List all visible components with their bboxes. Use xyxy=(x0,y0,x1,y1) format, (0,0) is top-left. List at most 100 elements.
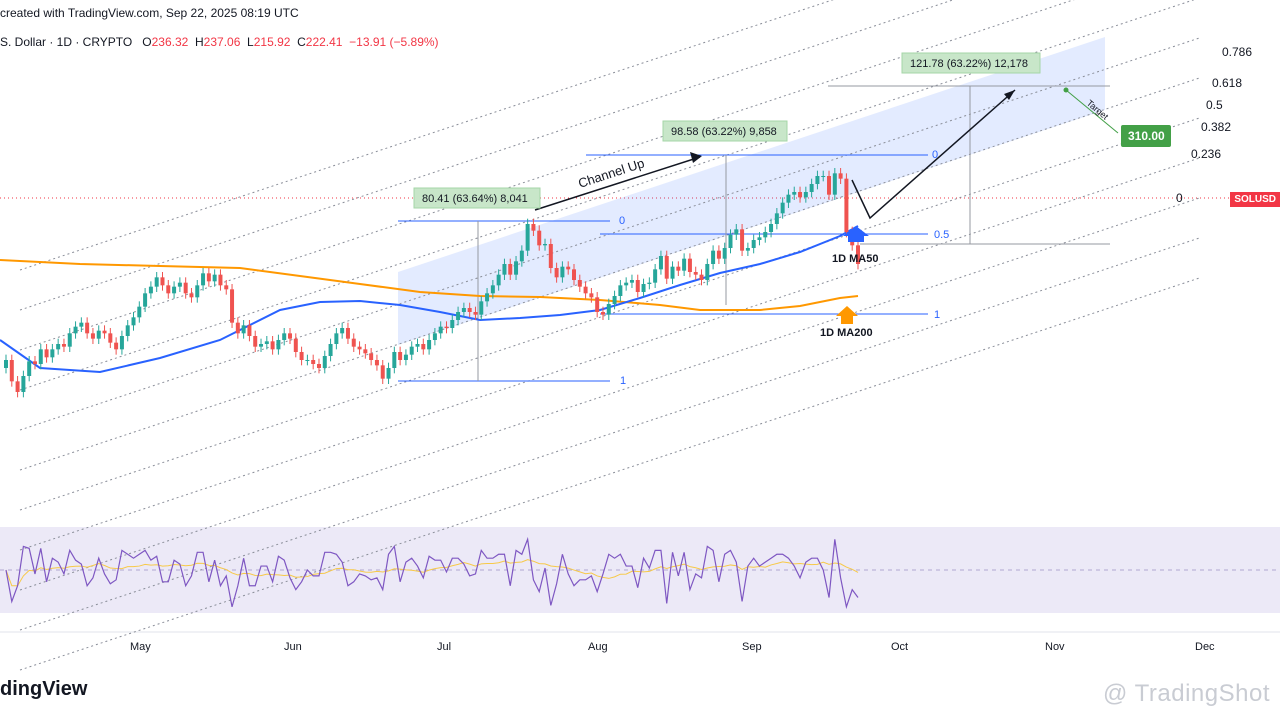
candle-body xyxy=(595,297,600,312)
candle-body xyxy=(502,264,507,275)
candle-body xyxy=(641,284,646,292)
target-line xyxy=(1065,89,1119,134)
candle-body xyxy=(316,364,321,368)
move3-box xyxy=(901,52,1041,74)
move2-box xyxy=(662,120,788,142)
channel-dotted-line xyxy=(19,0,1075,351)
candle-body xyxy=(647,282,652,284)
candle-body xyxy=(114,342,119,350)
projection-path xyxy=(851,89,1016,220)
fib2-one-label: 1 xyxy=(934,309,940,321)
brand-logo: dingView xyxy=(0,678,88,700)
candle-body xyxy=(351,338,356,347)
fib-level-label: 0.236 xyxy=(1191,147,1221,161)
candle-body xyxy=(774,213,779,224)
candle-body xyxy=(108,333,113,343)
x-tick-label: Aug xyxy=(588,641,608,653)
candle-body xyxy=(809,184,814,192)
candle-body xyxy=(374,360,379,366)
candle-body xyxy=(230,289,235,323)
fib2-zero-label: 0 xyxy=(932,149,938,161)
channel-arrowhead xyxy=(690,152,702,163)
change-value: −13.91 (−5.89%) xyxy=(349,35,439,49)
candle-body xyxy=(687,258,692,272)
candle-body xyxy=(363,349,368,354)
candle-body xyxy=(711,250,716,264)
candle-body xyxy=(827,176,832,195)
candle-body xyxy=(172,286,177,294)
candle-body xyxy=(386,368,391,379)
candle-body xyxy=(38,349,43,364)
x-tick-label: May xyxy=(130,641,151,653)
candle-body xyxy=(218,274,223,286)
candle-body xyxy=(201,273,206,286)
candle-body xyxy=(815,176,820,184)
candle-body xyxy=(728,234,733,248)
candle-body xyxy=(682,258,687,271)
candle-body xyxy=(322,356,327,368)
candle-body xyxy=(247,325,252,336)
candle-body xyxy=(148,286,153,294)
candles xyxy=(4,168,860,398)
candle-body xyxy=(119,336,124,350)
candle-body xyxy=(137,306,142,318)
moving-averages xyxy=(0,225,859,374)
candle-body xyxy=(624,282,629,286)
rsi-line xyxy=(5,536,859,610)
candle-body xyxy=(745,248,750,251)
channel-dotted-line xyxy=(19,77,1201,471)
candle-body xyxy=(44,349,49,358)
high-value: 237.06 xyxy=(203,35,241,49)
candle-body xyxy=(734,229,739,235)
candle-body xyxy=(409,346,414,355)
move2-label: 98.58 (63.22%) 9,858 xyxy=(671,126,777,138)
candle-body xyxy=(9,360,14,382)
candle-body xyxy=(328,344,333,356)
channel-dotted-line xyxy=(19,0,834,271)
fib-level-label: 0.786 xyxy=(1222,45,1252,59)
x-tick-label: Jul xyxy=(437,641,451,653)
close-value: 222.41 xyxy=(305,35,343,49)
candle-body xyxy=(461,308,466,312)
ma50-label: 1D MA50 xyxy=(832,253,878,265)
candle-body xyxy=(693,272,698,275)
ma200-label: 1D MA200 xyxy=(820,327,873,339)
fib-level-label: 0.618 xyxy=(1212,76,1242,90)
candle-body xyxy=(253,336,258,347)
candle-body xyxy=(803,192,808,198)
candle-body xyxy=(548,244,553,268)
channel-dotted-line xyxy=(19,237,1201,631)
candle-body xyxy=(85,322,90,334)
candle-body xyxy=(50,349,55,358)
candle-body xyxy=(583,286,588,294)
candle-body xyxy=(664,256,669,279)
move1-box xyxy=(413,187,541,209)
candle-body xyxy=(444,326,449,328)
low-value: 215.92 xyxy=(253,35,291,49)
watermark: @ TradingShot xyxy=(1103,680,1270,707)
candle-body xyxy=(282,333,287,340)
candle-body xyxy=(212,274,217,282)
candle-body xyxy=(380,365,385,379)
candle-body xyxy=(844,178,849,232)
candle-body xyxy=(792,192,797,195)
candle-body xyxy=(786,194,791,203)
candle-body xyxy=(392,352,397,368)
candle-body xyxy=(270,341,275,350)
candle-body xyxy=(479,301,484,315)
fib-layer: 0 1 0 0.5 1 0.786 0.618 0.5 0.382 0.236 0 xyxy=(398,45,1252,387)
candle-body xyxy=(780,202,785,214)
candle-body xyxy=(189,293,194,298)
candle-body xyxy=(473,312,478,315)
candle-body xyxy=(716,250,721,259)
ma200-arrow xyxy=(836,306,858,324)
candle-body xyxy=(450,320,455,328)
candle-body xyxy=(856,245,860,264)
open-label: O xyxy=(142,35,152,49)
candle-body xyxy=(206,273,211,282)
candle-body xyxy=(166,285,171,294)
symbol-label: S. Dollar · 1D · CRYPTO xyxy=(0,35,133,49)
